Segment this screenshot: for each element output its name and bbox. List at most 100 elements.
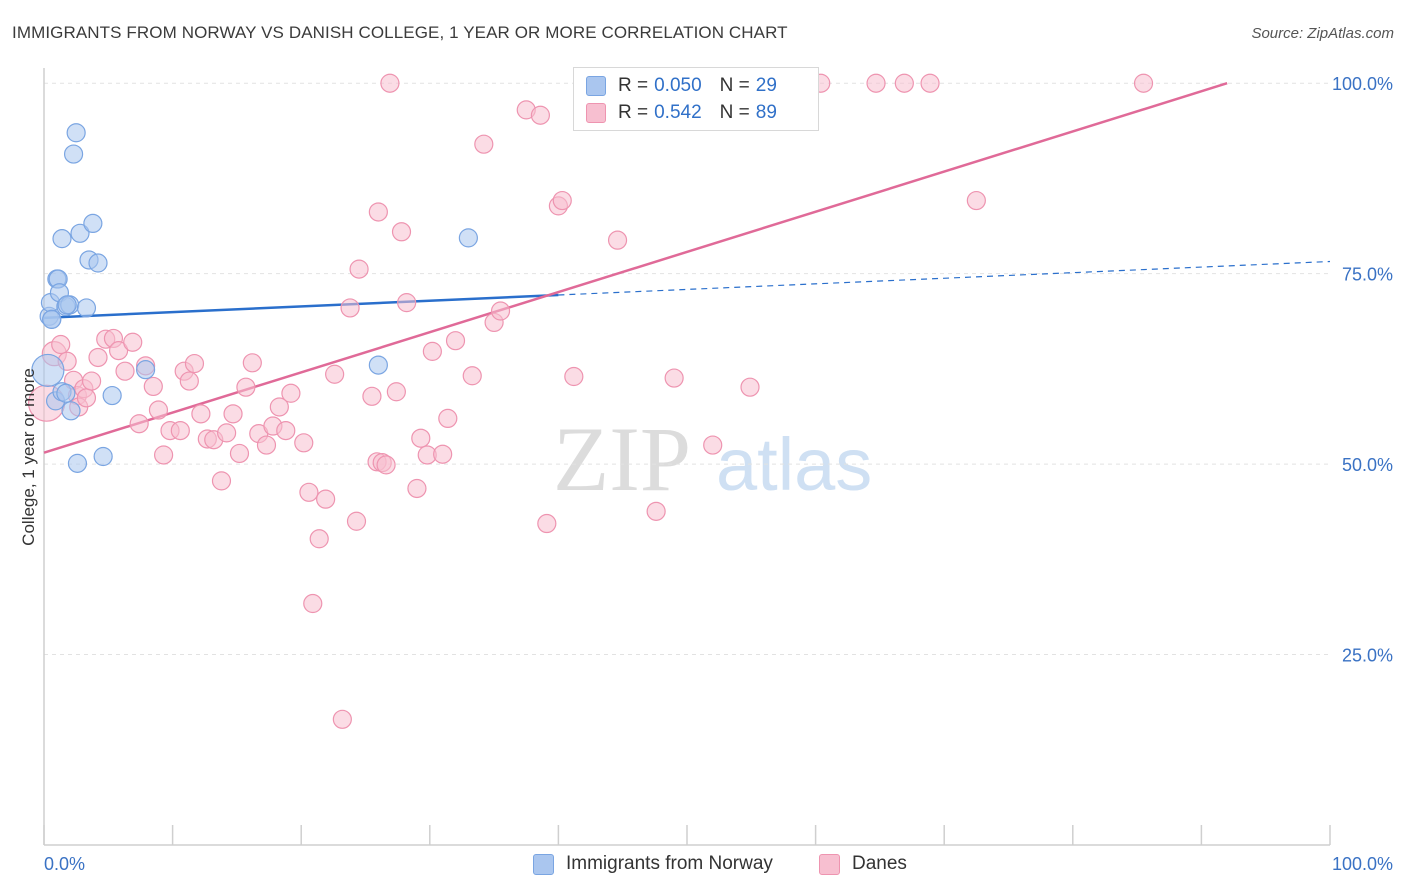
danes-point: [143, 376, 163, 397]
norway-point: [61, 401, 81, 421]
source-label: Source: ZipAtlas.com: [1251, 25, 1394, 42]
data-points: [27, 73, 1154, 729]
danes-point: [256, 435, 277, 455]
norway-point: [66, 123, 86, 143]
danes-point: [537, 513, 557, 534]
norway-point: [102, 385, 122, 406]
danes-point: [740, 377, 760, 397]
danes-point: [242, 353, 262, 373]
norway-point: [88, 253, 108, 273]
danes-point: [530, 105, 550, 125]
x-tick-label: 100.0%: [1332, 854, 1393, 874]
legend-r-label: R =: [618, 75, 649, 96]
danes-point: [422, 341, 442, 361]
danes-point: [646, 501, 666, 521]
danes-point: [564, 366, 584, 387]
y-tick-label: 75.0%: [1342, 265, 1393, 285]
danes-point: [236, 377, 256, 397]
watermark-atlas: atlas: [716, 423, 872, 506]
legend-row-danes: R = 0.542 N = 89: [586, 101, 777, 125]
legend-swatch-danes: [586, 103, 606, 123]
danes-point: [316, 489, 336, 509]
y-axis-label: College, 1 year or more: [19, 368, 38, 546]
danes-point: [51, 334, 71, 355]
danes-point: [966, 190, 986, 211]
danes-point: [211, 471, 232, 491]
danes-point: [391, 222, 412, 242]
danes-point: [368, 202, 388, 222]
danes-point: [123, 332, 143, 352]
danes-point: [76, 388, 97, 408]
danes-point: [607, 230, 628, 250]
legend-r-label: R =: [618, 102, 649, 123]
y-tick-label: 25.0%: [1342, 646, 1393, 666]
norway-point: [368, 355, 388, 375]
danes-point: [184, 353, 205, 374]
legend-swatch-norway: [533, 853, 554, 875]
norway-point: [56, 383, 76, 403]
danes-point: [445, 331, 466, 351]
legend-row-norway: R = 0.050 N = 29: [586, 74, 777, 98]
legend-r-value: 0.050: [654, 75, 702, 96]
axes: [43, 68, 1331, 846]
legend-item-danes[interactable]: Danes: [819, 851, 907, 877]
danes-point: [438, 408, 458, 429]
norway-point: [76, 298, 97, 318]
norway-point: [83, 213, 103, 233]
danes-point: [332, 709, 352, 729]
norway-point: [135, 360, 156, 380]
legend-swatch-danes: [819, 853, 840, 875]
danes-point: [129, 414, 149, 434]
danes-point: [490, 301, 511, 321]
gridlines: [44, 82, 1330, 656]
danes-point: [407, 478, 427, 499]
danes-point: [349, 259, 369, 279]
norway-trend-line: [43, 293, 559, 320]
danes-point: [552, 190, 572, 211]
danes-point: [433, 444, 453, 464]
danes-point: [703, 435, 723, 455]
danes-point: [380, 73, 400, 93]
danes-point: [108, 341, 129, 361]
danes-point: [303, 593, 323, 614]
norway-point: [458, 228, 478, 248]
danes-point: [920, 73, 940, 93]
legend-n-label: N =: [719, 102, 750, 123]
danes-point: [346, 511, 367, 531]
danes-point: [191, 404, 211, 424]
legend-label-danes: Danes: [852, 853, 907, 874]
legend-r-value: 0.542: [654, 102, 702, 123]
legend-item-norway[interactable]: Immigrants from Norway: [533, 851, 773, 877]
legend-n-label: N =: [719, 75, 750, 96]
norway-trend-line-extension: [558, 260, 1331, 296]
danes-point: [153, 445, 174, 465]
danes-point: [88, 347, 108, 368]
danes-point: [276, 421, 296, 441]
danes-point: [397, 293, 417, 313]
danes-point: [340, 298, 360, 318]
norway-point: [93, 446, 113, 467]
norway-point: [67, 453, 88, 473]
norway-point: [52, 229, 72, 249]
danes-point: [474, 134, 494, 154]
danes-point: [223, 404, 243, 424]
danes-trend-line: [43, 82, 1228, 454]
chart-title: IMMIGRANTS FROM NORWAY VS DANISH COLLEGE…: [12, 23, 788, 42]
danes-point: [376, 455, 396, 475]
tick-labels: 25.0% 50.0% 75.0% 100.0% 0.0% 100.0%: [44, 74, 1393, 874]
legend-n-value: 29: [755, 75, 777, 96]
danes-point: [325, 364, 345, 384]
danes-point: [1133, 73, 1154, 93]
danes-point: [386, 382, 406, 402]
danes-point: [664, 368, 684, 388]
danes-point: [411, 428, 431, 448]
norway-point: [42, 309, 62, 329]
y-tick-label: 50.0%: [1342, 455, 1393, 475]
danes-point: [81, 371, 102, 391]
danes-point: [294, 433, 314, 453]
danes-point: [309, 529, 329, 549]
danes-point: [170, 421, 190, 441]
legend-label-norway: Immigrants from Norway: [566, 853, 773, 874]
danes-point: [866, 73, 886, 93]
